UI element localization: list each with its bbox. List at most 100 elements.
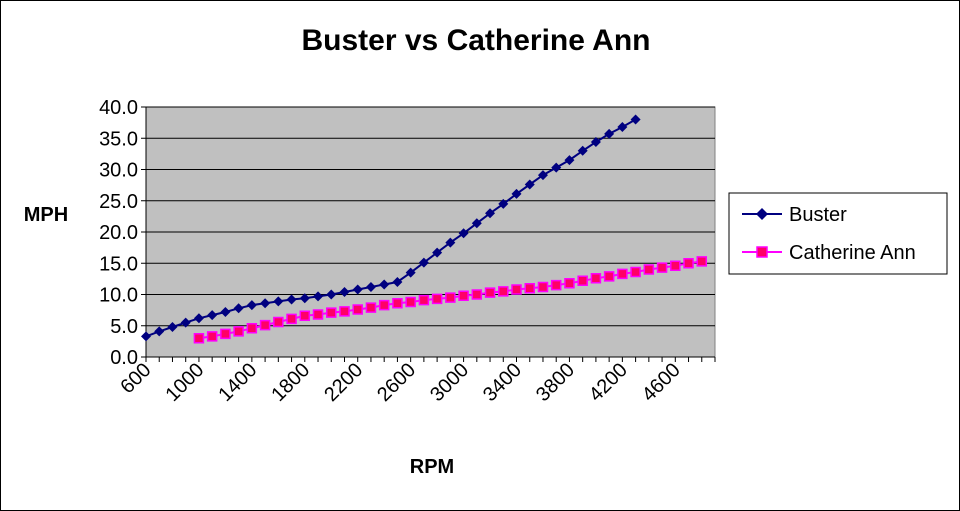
buster-point — [365, 282, 376, 292]
buster-point — [207, 310, 218, 321]
catherine-ann-point — [431, 293, 443, 305]
y-tick-label: 20.0 — [99, 222, 138, 244]
buster-point — [537, 170, 548, 181]
axes — [145, 107, 716, 362]
series-layer — [141, 114, 708, 344]
x-tick-label: 3800 — [532, 359, 579, 406]
gridlines — [141, 106, 715, 358]
buster-point — [551, 162, 562, 173]
buster-point — [193, 313, 204, 324]
buster-point — [246, 300, 257, 311]
catherine-ann-point — [458, 290, 469, 301]
buster-point — [233, 303, 244, 314]
x-tick-label: 1000 — [161, 359, 208, 406]
buster-point — [286, 294, 297, 305]
buster-point — [498, 198, 509, 209]
catherine-ann-point — [484, 287, 496, 298]
buster-point — [392, 277, 403, 287]
buster-point — [299, 293, 310, 304]
buster-point — [590, 137, 601, 147]
buster-point — [180, 317, 191, 328]
legend-buster-label: Buster — [789, 204, 847, 226]
legend: Buster Catherine Ann — [728, 192, 948, 275]
buster-point — [511, 188, 522, 199]
y-tick-label: 35.0 — [99, 128, 138, 150]
buster-point — [352, 284, 363, 295]
buster-point — [630, 114, 641, 125]
catherine-ann-point — [418, 294, 430, 306]
buster-point — [485, 208, 496, 219]
legend-buster-marker — [756, 208, 768, 220]
x-axis-title: RPM — [410, 456, 454, 478]
x-tick-label: 4600 — [638, 359, 685, 406]
buster-point — [604, 128, 615, 139]
buster-point — [405, 267, 416, 278]
buster-point — [524, 179, 535, 190]
y-tick-label: 30.0 — [99, 160, 138, 182]
catherine-ann-point — [299, 310, 311, 321]
catherine-ann-point — [656, 262, 668, 273]
buster-point — [577, 145, 588, 156]
buster-point — [220, 307, 231, 317]
legend-catherine-label: Catherine Ann — [789, 242, 916, 264]
y-tick-label: 25.0 — [99, 191, 138, 213]
buster-point — [445, 237, 456, 248]
catherine-ann-point — [445, 292, 456, 303]
catherine-ann-point — [392, 298, 403, 309]
catherine-ann-point — [670, 260, 681, 271]
y-axis-title: MPH — [24, 204, 68, 226]
catherine-ann-point — [696, 256, 708, 267]
catherine-ann-point — [259, 319, 271, 331]
catherine-ann-point — [590, 273, 602, 284]
catherine-ann-point — [524, 283, 535, 294]
catherine-ann-point — [617, 268, 628, 280]
buster-point — [141, 331, 151, 342]
x-tick-label: 2600 — [373, 359, 420, 406]
buster-point — [458, 228, 469, 239]
buster-point — [564, 155, 575, 166]
catherine-ann-point — [603, 271, 615, 282]
buster-point — [339, 287, 350, 297]
y-tick-label: 0.0 — [110, 347, 138, 369]
legend-box — [728, 192, 948, 275]
catherine-ann-point — [550, 279, 562, 291]
buster-point — [471, 218, 482, 229]
catherine-ann-point — [233, 326, 244, 337]
catherine-ann-point — [564, 278, 575, 289]
catherine-ann-point — [643, 264, 655, 275]
x-tick-label: 2200 — [320, 359, 367, 406]
buster-point — [313, 291, 324, 302]
catherine-ann-point — [220, 328, 231, 340]
catherine-ann-point — [246, 323, 258, 334]
catherine-ann-point — [630, 266, 641, 278]
x-tick-label: 3000 — [426, 359, 473, 406]
x-tick-label: 1800 — [267, 359, 314, 406]
y-tick-label: 5.0 — [110, 316, 138, 338]
catherine-ann-point — [286, 313, 297, 325]
y-tick-label: 40.0 — [99, 97, 138, 119]
catherine-ann-point — [498, 286, 509, 297]
catherine-ann-point — [378, 299, 390, 311]
buster-point — [167, 322, 178, 332]
buster-point — [379, 279, 390, 290]
buster-point — [154, 326, 165, 337]
x-tick-label: 1400 — [214, 359, 261, 406]
buster-point — [326, 289, 337, 300]
x-tick-label: 3400 — [479, 359, 526, 406]
chart-title: Buster vs Catherine Ann — [302, 24, 651, 57]
y-tick-label: 10.0 — [99, 285, 138, 307]
catherine-ann-point — [193, 333, 205, 344]
catherine-ann-point — [312, 309, 324, 320]
catherine-ann-point — [326, 307, 337, 318]
catherine-ann-point — [537, 281, 549, 293]
catherine-ann-point — [683, 258, 694, 269]
catherine-ann-point — [511, 284, 522, 295]
catherine-ann-point — [405, 296, 416, 308]
y-tick-labels: 0.0 5.0 10.0 15.0 20.0 25.0 30.0 35.0 40.0 — [99, 97, 138, 369]
catherine-ann-point — [273, 316, 284, 328]
catherine-ann-point — [339, 306, 350, 317]
x-tick-label: 4200 — [585, 359, 632, 406]
y-tick-label: 15.0 — [99, 253, 138, 275]
catherine-ann-point — [471, 289, 483, 300]
